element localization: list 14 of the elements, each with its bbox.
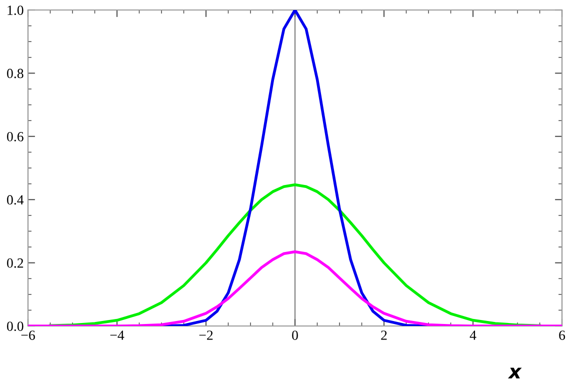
x-tick-label: 2 xyxy=(381,330,387,340)
y-tick-label: 0.6 xyxy=(7,132,24,142)
y-tick-label: 0.2 xyxy=(7,258,24,268)
y-tick-label: 0.4 xyxy=(7,195,24,205)
x-tick-label: −4 xyxy=(110,330,124,340)
x-tick-label: −6 xyxy=(21,330,35,340)
x-tick-label: −2 xyxy=(199,330,213,340)
x-tick-label: 4 xyxy=(470,330,476,340)
x-tick-label: 0 xyxy=(292,330,298,340)
y-tick-label: 0.8 xyxy=(7,68,24,78)
y-tick-label: 0.0 xyxy=(7,322,24,332)
x-tick-label: 6 xyxy=(559,330,566,340)
x-axis-title: x xyxy=(508,368,522,378)
y-tick-label: 1.0 xyxy=(8,6,24,16)
